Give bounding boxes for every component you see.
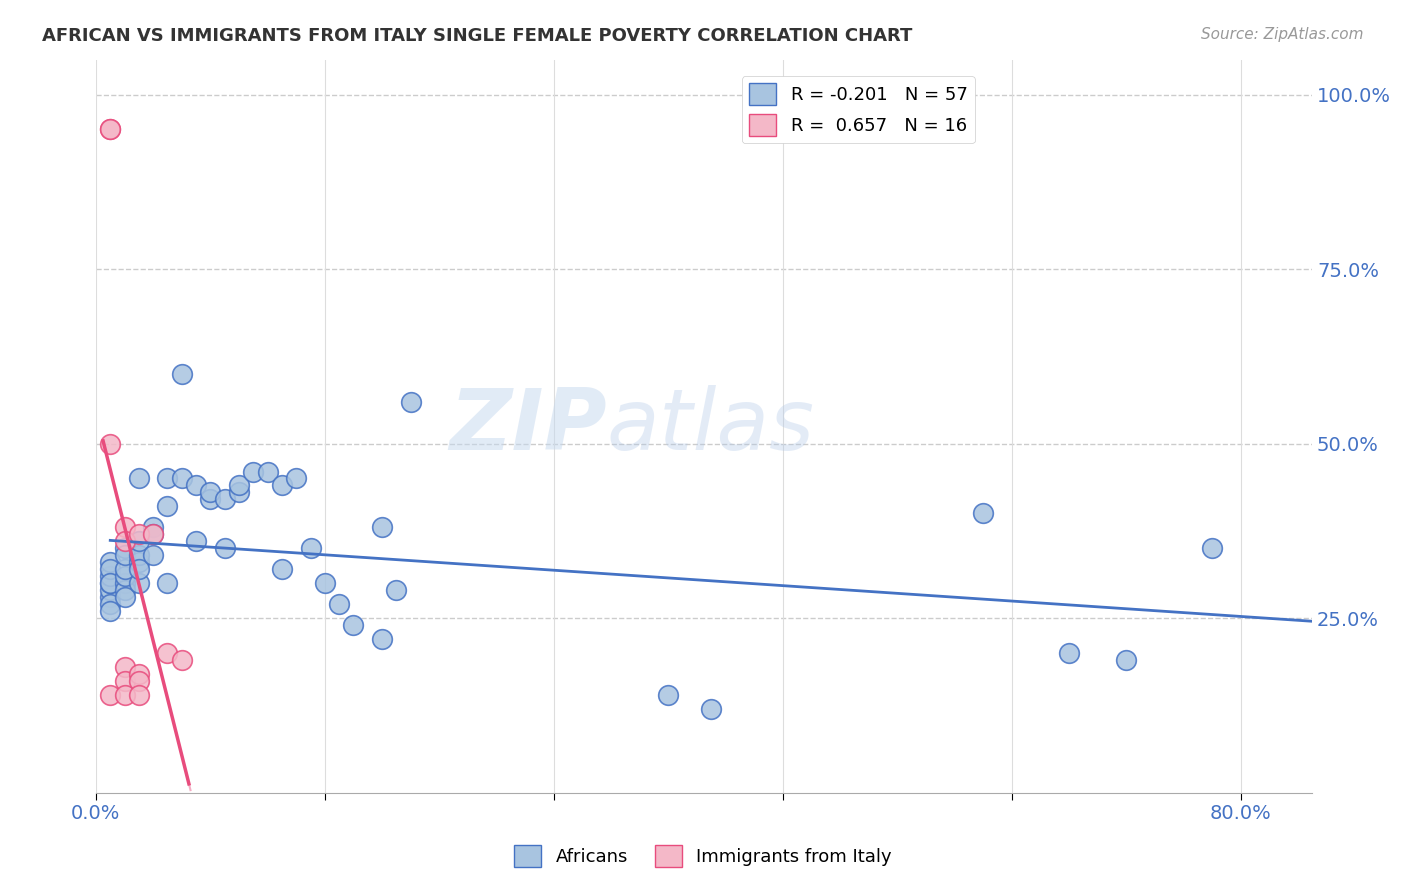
- Point: [128, 555, 150, 569]
- Legend: Africans, Immigrants from Italy: Africans, Immigrants from Italy: [506, 838, 900, 874]
- Point: [98, 576, 121, 591]
- Point: [700, 702, 723, 716]
- Point: [142, 527, 165, 541]
- Point: [170, 653, 193, 667]
- Point: [114, 549, 136, 563]
- Point: [314, 576, 336, 591]
- Point: [242, 465, 264, 479]
- Text: AFRICAN VS IMMIGRANTS FROM ITALY SINGLE FEMALE POVERTY CORRELATION CHART: AFRICAN VS IMMIGRANTS FROM ITALY SINGLE …: [42, 27, 912, 45]
- Point: [128, 471, 150, 485]
- Point: [114, 583, 136, 598]
- Point: [142, 549, 165, 563]
- Point: [128, 562, 150, 576]
- Point: [385, 583, 408, 598]
- Point: [200, 492, 222, 507]
- Point: [98, 555, 121, 569]
- Point: [972, 507, 994, 521]
- Point: [299, 541, 322, 556]
- Point: [271, 562, 294, 576]
- Point: [228, 478, 250, 492]
- Point: [156, 576, 179, 591]
- Point: [98, 436, 121, 450]
- Point: [114, 562, 136, 576]
- Point: [214, 541, 236, 556]
- Point: [156, 471, 179, 485]
- Point: [98, 122, 121, 136]
- Point: [128, 549, 150, 563]
- Point: [114, 520, 136, 534]
- Point: [98, 583, 121, 598]
- Point: [114, 541, 136, 556]
- Point: [142, 527, 165, 541]
- Point: [128, 527, 150, 541]
- Point: [128, 534, 150, 549]
- Point: [214, 492, 236, 507]
- Point: [342, 618, 364, 632]
- Point: [328, 597, 350, 611]
- Point: [285, 471, 308, 485]
- Point: [371, 632, 394, 646]
- Point: [1201, 541, 1223, 556]
- Point: [200, 485, 222, 500]
- Text: ZIP: ZIP: [449, 384, 607, 467]
- Point: [142, 520, 165, 534]
- Point: [1057, 646, 1080, 660]
- Point: [399, 394, 422, 409]
- Point: [114, 590, 136, 604]
- Point: [657, 688, 679, 702]
- Point: [98, 688, 121, 702]
- Point: [114, 569, 136, 583]
- Point: [228, 485, 250, 500]
- Point: [98, 122, 121, 136]
- Point: [128, 688, 150, 702]
- Point: [114, 576, 136, 591]
- Point: [98, 590, 121, 604]
- Point: [98, 562, 121, 576]
- Text: Source: ZipAtlas.com: Source: ZipAtlas.com: [1201, 27, 1364, 42]
- Point: [98, 569, 121, 583]
- Point: [114, 673, 136, 688]
- Point: [184, 478, 207, 492]
- Point: [114, 688, 136, 702]
- Point: [371, 520, 394, 534]
- Point: [114, 534, 136, 549]
- Point: [98, 576, 121, 591]
- Point: [256, 465, 278, 479]
- Point: [128, 667, 150, 681]
- Point: [98, 597, 121, 611]
- Text: atlas: atlas: [607, 384, 814, 467]
- Point: [170, 367, 193, 381]
- Point: [170, 471, 193, 485]
- Point: [114, 660, 136, 674]
- Point: [128, 673, 150, 688]
- Point: [271, 478, 294, 492]
- Point: [156, 646, 179, 660]
- Point: [1115, 653, 1137, 667]
- Point: [128, 576, 150, 591]
- Point: [98, 604, 121, 618]
- Point: [184, 534, 207, 549]
- Point: [156, 500, 179, 514]
- Legend: R = -0.201   N = 57, R =  0.657   N = 16: R = -0.201 N = 57, R = 0.657 N = 16: [742, 76, 974, 144]
